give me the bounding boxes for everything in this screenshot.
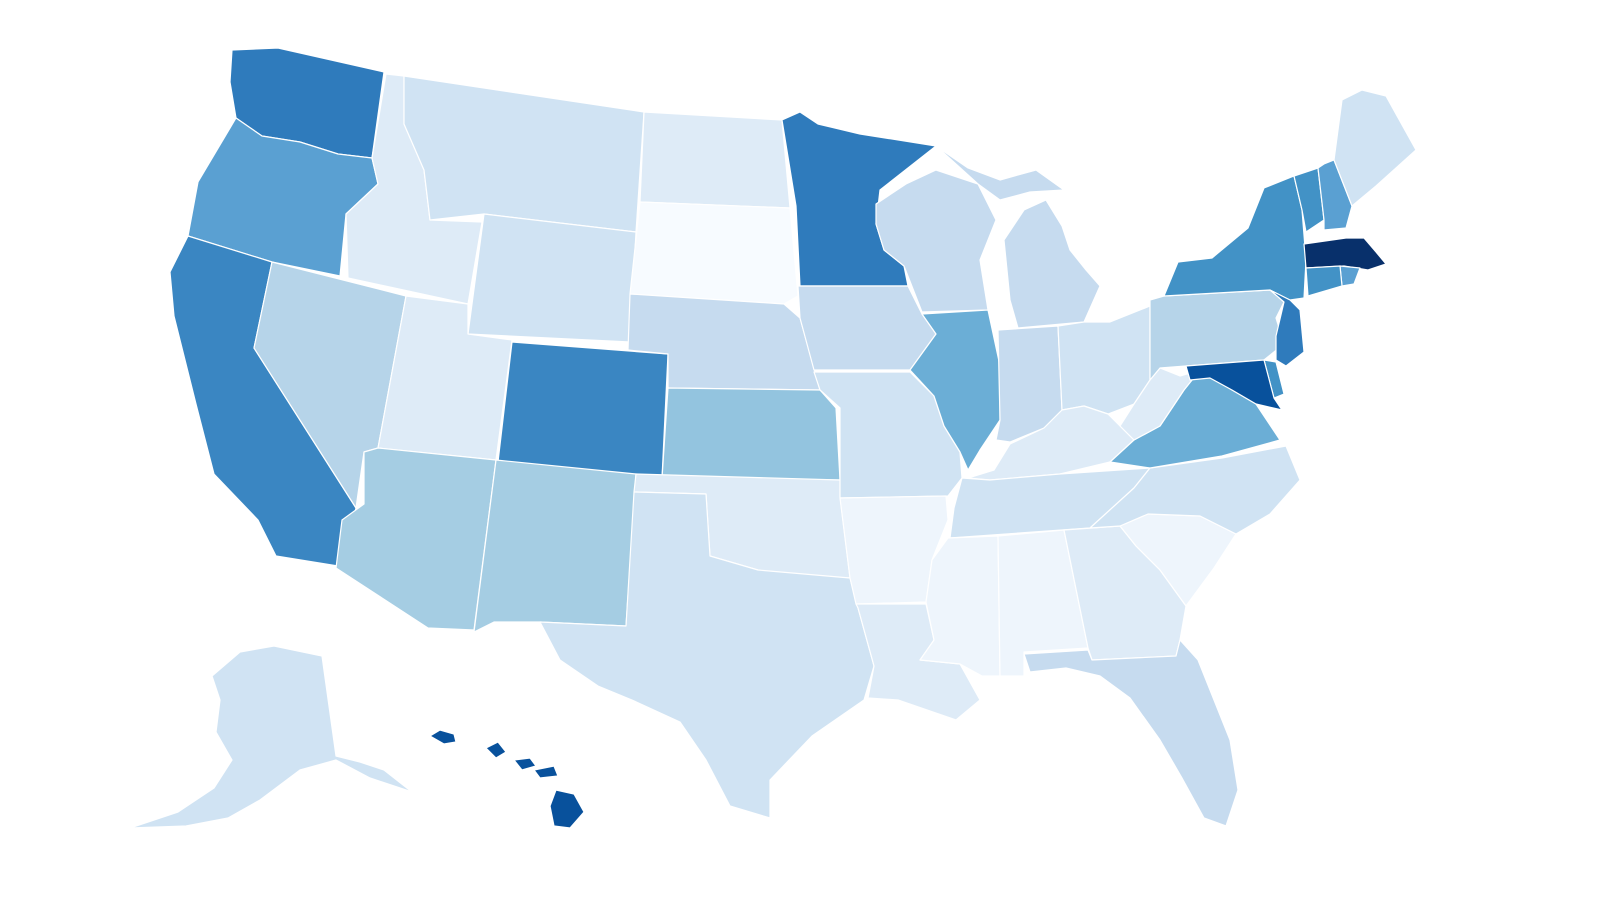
state-new-york[interactable] <box>1163 175 1307 301</box>
state-massachusetts[interactable] <box>1303 237 1387 271</box>
state-colorado[interactable] <box>497 341 669 479</box>
state-alaska[interactable] <box>129 645 413 829</box>
state-montana[interactable] <box>403 75 645 233</box>
state-north-dakota[interactable] <box>639 111 791 209</box>
state-iowa[interactable] <box>797 285 937 371</box>
state-texas[interactable] <box>539 491 875 819</box>
state-wyoming[interactable] <box>467 213 637 343</box>
state-rhode-island[interactable] <box>1339 265 1361 287</box>
state-michigan[interactable] <box>935 145 1101 329</box>
state-connecticut[interactable] <box>1305 265 1343 297</box>
state-florida[interactable] <box>1023 639 1239 827</box>
state-maine[interactable] <box>1333 89 1417 207</box>
state-wisconsin[interactable] <box>875 169 997 313</box>
state-new-jersey[interactable] <box>1269 289 1305 367</box>
state-kansas[interactable] <box>661 387 841 481</box>
state-maryland[interactable] <box>1185 359 1283 411</box>
state-new-mexico[interactable] <box>473 459 637 633</box>
state-south-dakota[interactable] <box>629 201 799 305</box>
state-north-carolina[interactable] <box>1089 445 1301 535</box>
state-vermont[interactable] <box>1293 167 1325 233</box>
state-hawaii[interactable] <box>429 729 585 829</box>
